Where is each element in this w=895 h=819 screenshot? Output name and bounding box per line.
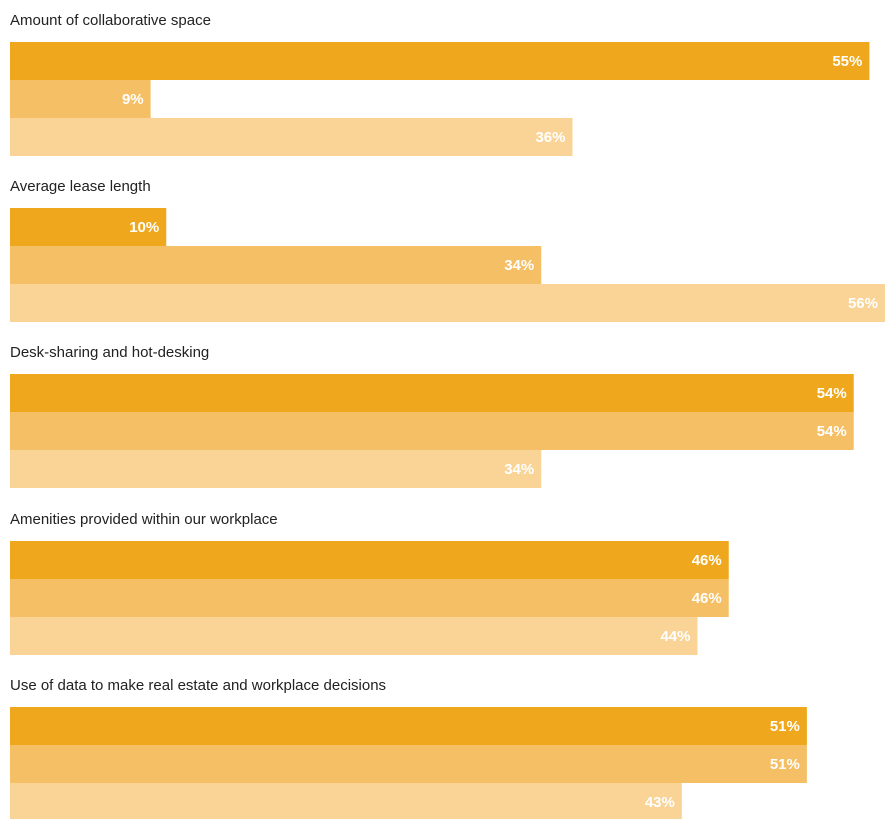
bar [10,374,854,412]
bar-value-label: 55% [832,53,862,70]
bar-value-label: 10% [129,219,159,236]
category-label: Amount of collaborative space [10,12,211,29]
category-label: Amenities provided within our workplace [10,511,278,528]
bar-value-label: 51% [770,756,800,773]
bar [10,412,854,450]
bar [10,80,151,118]
bar [10,118,573,156]
bar [10,579,729,617]
bar-value-label: 56% [848,295,878,312]
bar-value-label: 54% [817,385,847,402]
bar [10,783,682,819]
bar [10,450,542,488]
bar-value-label: 54% [817,423,847,440]
bar-value-label: 51% [770,718,800,735]
bar-value-label: 43% [645,794,675,811]
bar-value-label: 46% [692,552,722,569]
bar [10,284,885,322]
bar [10,42,870,80]
bar-value-label: 34% [504,257,534,274]
bar-value-label: 44% [660,628,690,645]
bar [10,246,542,284]
bar-value-label: 34% [504,461,534,478]
bar-value-label: 36% [535,129,565,146]
bar-value-label: 46% [692,590,722,607]
bar [10,617,698,655]
bar [10,707,807,745]
bar [10,208,167,246]
bar-value-label: 9% [122,91,144,108]
bar [10,745,807,783]
bar [10,541,729,579]
category-label: Average lease length [10,178,151,195]
category-label: Desk-sharing and hot-desking [10,344,210,361]
category-label: Use of data to make real estate and work… [10,677,387,694]
